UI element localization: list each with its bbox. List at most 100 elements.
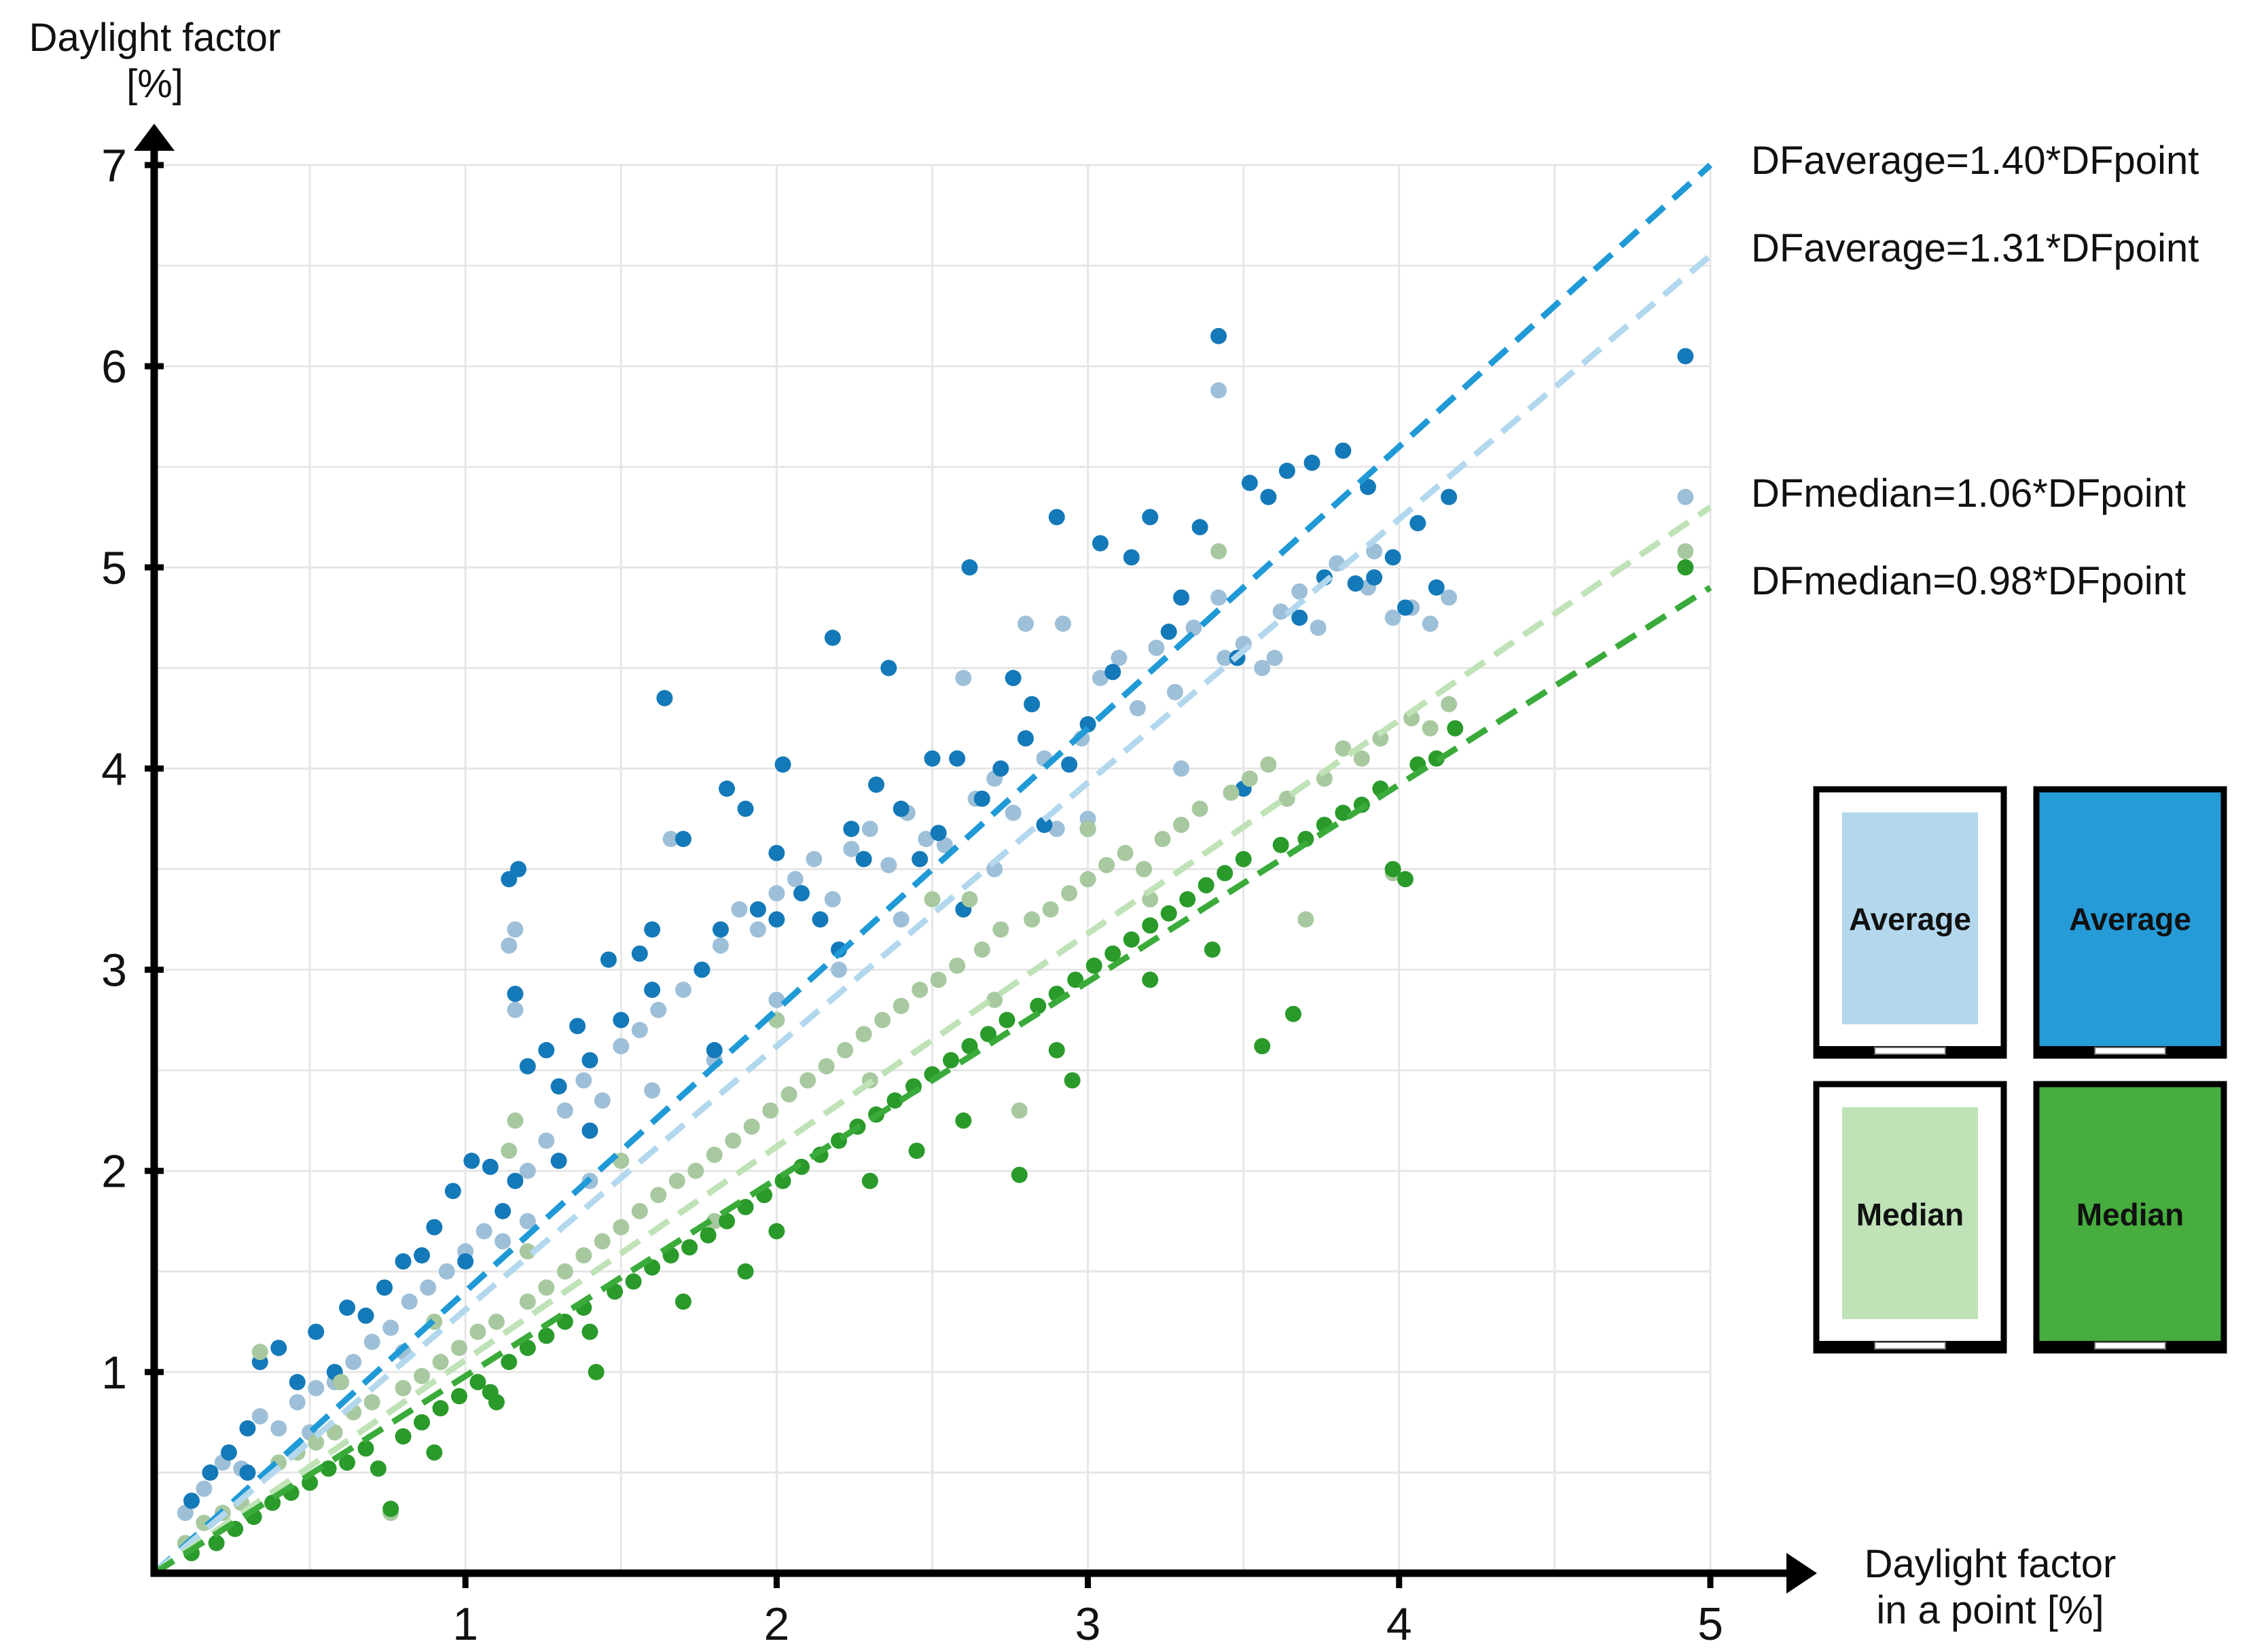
data-point — [538, 1327, 555, 1344]
data-point — [1048, 821, 1065, 838]
data-point — [737, 1263, 754, 1280]
data-point — [893, 997, 910, 1014]
data-point — [414, 1247, 431, 1264]
data-point — [650, 1001, 667, 1018]
legend-median-window: Median — [1813, 1081, 2007, 1354]
data-point — [270, 1340, 287, 1357]
data-point — [1285, 1005, 1302, 1022]
data-point — [1223, 784, 1240, 801]
data-point — [613, 1038, 630, 1055]
data-point — [376, 1279, 393, 1296]
data-point — [1422, 615, 1439, 632]
data-point — [1079, 821, 1096, 838]
data-point — [706, 1147, 723, 1164]
data-point — [855, 850, 872, 867]
data-point — [992, 921, 1009, 938]
data-point — [768, 911, 785, 928]
legend-swatch — [1842, 1107, 1978, 1319]
data-point — [949, 957, 966, 974]
x-tick-label: 3 — [1075, 1598, 1101, 1650]
data-point — [357, 1307, 374, 1324]
data-point — [519, 1213, 536, 1229]
data-point — [451, 1388, 468, 1405]
data-point — [556, 1102, 573, 1119]
data-point — [538, 1042, 555, 1059]
fit-line — [152, 585, 1712, 1576]
data-point — [1017, 615, 1034, 632]
data-point — [1397, 599, 1414, 616]
data-point — [457, 1253, 474, 1270]
data-point — [908, 1143, 925, 1160]
data-point — [482, 1158, 499, 1175]
data-point — [799, 1072, 816, 1089]
data-point — [1191, 519, 1208, 536]
data-point — [668, 1172, 685, 1189]
data-point — [1092, 670, 1109, 687]
data-point — [1297, 911, 1314, 928]
y-tick-label: 3 — [101, 945, 127, 996]
data-point — [339, 1299, 356, 1316]
data-point — [1030, 997, 1047, 1014]
data-point — [1005, 670, 1022, 687]
data-point — [507, 986, 524, 1003]
data-point — [644, 982, 661, 999]
data-point — [1098, 857, 1115, 874]
data-point — [1011, 1102, 1028, 1119]
data-point — [1210, 543, 1227, 560]
legend-window-sill — [2094, 1047, 2166, 1055]
data-point — [1154, 831, 1171, 848]
data-point — [955, 1112, 972, 1129]
data-point — [749, 921, 766, 938]
x-tick-label: 5 — [1697, 1598, 1723, 1650]
data-point — [712, 921, 729, 938]
data-point — [382, 1319, 399, 1336]
data-point — [251, 1408, 268, 1425]
data-point — [550, 1078, 567, 1095]
data-point — [414, 1367, 431, 1384]
data-point — [494, 1202, 511, 1219]
data-point — [631, 1202, 648, 1219]
data-point — [1266, 649, 1283, 666]
data-point — [1036, 816, 1053, 833]
data-point — [861, 1172, 878, 1189]
legend-label: Average — [2069, 901, 2191, 937]
data-point — [594, 1233, 611, 1250]
data-point — [1677, 488, 1694, 505]
data-point — [420, 1279, 437, 1296]
data-point — [961, 559, 978, 576]
data-point — [463, 1152, 480, 1169]
data-point — [1024, 696, 1041, 713]
data-point — [674, 982, 691, 999]
x-tick-label: 1 — [452, 1598, 478, 1650]
data-point — [712, 937, 729, 954]
x-axis-title-line2: in a point [%] — [1876, 1588, 2104, 1632]
data-point — [737, 1199, 754, 1216]
data-point — [961, 891, 978, 908]
data-point — [444, 1183, 461, 1200]
data-point — [308, 1380, 325, 1397]
data-point — [1005, 804, 1022, 821]
data-point — [631, 1022, 648, 1039]
data-point — [780, 1086, 797, 1103]
data-point — [320, 1460, 337, 1477]
fit-line — [152, 253, 1712, 1576]
fit-line — [152, 504, 1712, 1576]
data-point — [1677, 543, 1694, 560]
data-point — [762, 1102, 779, 1119]
data-point — [1210, 327, 1227, 344]
data-point — [1441, 696, 1458, 713]
data-point — [519, 1293, 536, 1310]
data-point — [1142, 509, 1159, 526]
data-point — [1335, 804, 1352, 821]
data-point — [1260, 756, 1277, 773]
data-point — [1117, 844, 1134, 861]
data-point — [1061, 885, 1078, 902]
data-point — [239, 1464, 256, 1481]
data-point — [706, 1042, 723, 1059]
legend-frame — [2033, 786, 2227, 1059]
data-point — [1092, 535, 1109, 552]
data-point — [1166, 683, 1183, 700]
data-point — [1079, 871, 1096, 888]
data-point — [1310, 620, 1327, 636]
